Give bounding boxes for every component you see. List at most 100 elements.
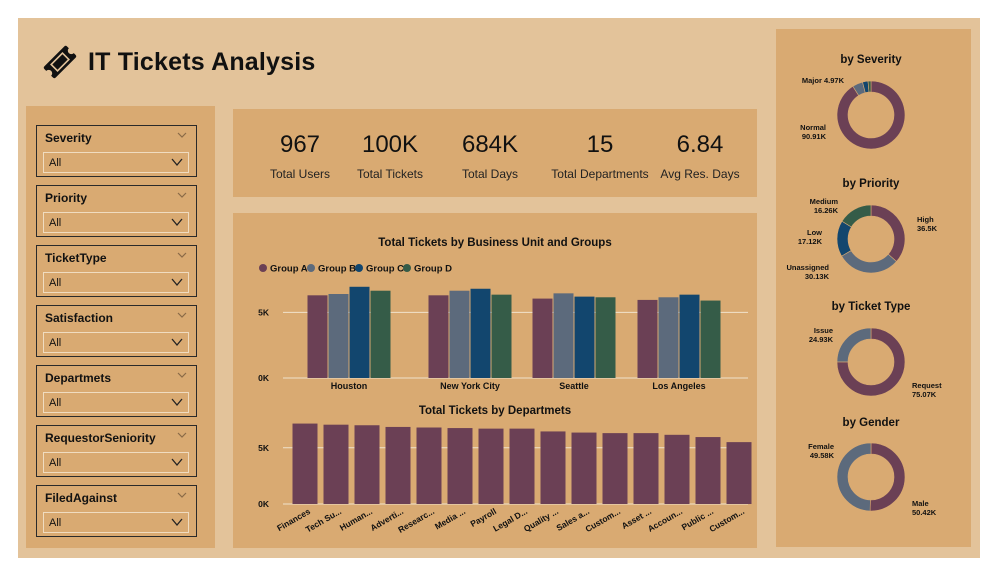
chevron-down-icon[interactable] xyxy=(176,490,188,500)
data-label: High xyxy=(917,215,934,224)
kpi-total-days: 684K Total Days xyxy=(445,109,535,197)
bar xyxy=(349,286,370,378)
slicer-dropdown[interactable]: All xyxy=(43,152,189,173)
page-title: IT Tickets Analysis xyxy=(88,47,316,76)
legend-marker xyxy=(307,264,315,272)
bar xyxy=(637,299,658,378)
bar xyxy=(574,296,595,378)
slicer-dropdown[interactable]: All xyxy=(43,332,189,353)
data-label: 24.93K xyxy=(809,335,834,344)
slicer-label: TicketType xyxy=(45,251,107,265)
slicer-priority[interactable]: Priority All xyxy=(36,185,197,237)
data-label: Request xyxy=(912,381,942,390)
bar xyxy=(385,426,411,504)
x-tick-label: Custom... xyxy=(707,506,746,534)
y-tick-label: 5K xyxy=(258,307,270,317)
slicer-dropdown[interactable]: All xyxy=(43,452,189,473)
donut-slice xyxy=(841,250,897,274)
slicer-dropdown[interactable]: All xyxy=(43,212,189,233)
data-label: Male xyxy=(912,499,929,508)
slicer-satisfaction[interactable]: Satisfaction All xyxy=(36,305,197,357)
bar xyxy=(307,295,328,378)
chevron-down-icon xyxy=(171,398,183,407)
bar xyxy=(354,425,380,504)
donut-slice xyxy=(836,327,872,363)
donut-slice xyxy=(836,220,852,257)
chevron-down-icon xyxy=(171,278,183,287)
chart-title: by Severity xyxy=(840,54,902,66)
slicer-dropdown[interactable]: All xyxy=(43,392,189,413)
data-label: 30.13K xyxy=(805,272,830,281)
data-label: Issue xyxy=(814,326,833,335)
chevron-down-icon[interactable] xyxy=(176,430,188,440)
slicer-requestor-seniority[interactable]: RequestorSeniority All xyxy=(36,425,197,477)
bar xyxy=(571,432,597,504)
y-tick-label: 0K xyxy=(258,499,270,509)
slicer-value: All xyxy=(49,217,62,229)
chevron-down-icon[interactable] xyxy=(176,130,188,140)
bar xyxy=(491,294,512,378)
kpi-label: Total Departments xyxy=(551,167,649,181)
donut-slice xyxy=(841,204,872,228)
chevron-down-icon[interactable] xyxy=(176,190,188,200)
legend-marker xyxy=(355,264,363,272)
kpi-value: 684K xyxy=(461,131,519,158)
data-label: 49.58K xyxy=(810,451,835,460)
kpi-value: 15 xyxy=(586,131,614,158)
slicer-value: All xyxy=(49,277,62,289)
kpi-total-tickets: 100K Total Tickets xyxy=(345,109,435,197)
bar xyxy=(323,424,349,504)
slicer-panel: Severity All Priority All TicketType All xyxy=(26,106,215,548)
x-tick-label: Human... xyxy=(338,506,374,533)
slicer-departments[interactable]: Departmets All xyxy=(36,365,197,417)
slicer-dropdown[interactable]: All xyxy=(43,512,189,533)
data-label: 17.12K xyxy=(798,237,823,246)
slicer-dropdown[interactable]: All xyxy=(43,272,189,293)
legend-label: Group B xyxy=(318,264,356,275)
data-label: 36.5K xyxy=(917,224,938,233)
slicer-label: Satisfaction xyxy=(45,311,114,325)
bar xyxy=(595,297,616,378)
x-tick-label: Accoun... xyxy=(646,506,684,534)
bar xyxy=(602,433,628,504)
bar xyxy=(664,434,690,504)
header: IT Tickets Analysis xyxy=(40,42,316,82)
chart-title: Total Tickets by Business Unit and Group… xyxy=(378,237,611,249)
chevron-down-icon[interactable] xyxy=(176,310,188,320)
kpi-value: 967 xyxy=(279,131,321,158)
slicer-label: Departmets xyxy=(45,371,112,385)
bar xyxy=(328,294,349,378)
slicer-label: RequestorSeniority xyxy=(45,431,156,445)
bar xyxy=(416,427,442,504)
bar xyxy=(478,428,504,504)
dashboard-canvas: IT Tickets Analysis Severity All Priorit… xyxy=(18,18,980,558)
legend-marker xyxy=(259,264,267,272)
bar xyxy=(449,290,470,378)
chevron-down-icon[interactable] xyxy=(176,250,188,260)
bar xyxy=(428,295,449,378)
bar xyxy=(370,290,391,378)
kpi-avg-res-days: 6.84 Avg Res. Days xyxy=(655,109,745,197)
kpi-total-users: 967 Total Users xyxy=(255,109,345,197)
x-tick-label: Custom... xyxy=(583,506,622,534)
legend-marker xyxy=(403,264,411,272)
donut-slice xyxy=(867,80,872,93)
x-tick-label: Media ... xyxy=(433,506,467,531)
kpi-value: 100K xyxy=(361,131,419,158)
bar xyxy=(470,288,491,378)
data-label: 16.26K xyxy=(814,206,839,215)
slicer-ticket-type[interactable]: TicketType All xyxy=(36,245,197,297)
x-tick-label: Los Angeles xyxy=(652,381,705,391)
slicer-label: Severity xyxy=(45,131,92,145)
data-label: 50.42K xyxy=(912,508,937,517)
slicer-filed-against[interactable]: FiledAgainst All xyxy=(36,485,197,537)
bar-charts-svg: Total Tickets by Business Unit and Group… xyxy=(258,237,752,535)
kpi-label: Avg Res. Days xyxy=(660,167,740,181)
slicer-severity[interactable]: Severity All xyxy=(36,125,197,177)
x-tick-label: Quality ... xyxy=(522,506,560,534)
kpi-label: Total Days xyxy=(461,167,519,181)
ticket-icon xyxy=(43,45,77,79)
bar xyxy=(726,442,752,504)
chevron-down-icon[interactable] xyxy=(176,370,188,380)
slicer-value: All xyxy=(49,457,62,469)
